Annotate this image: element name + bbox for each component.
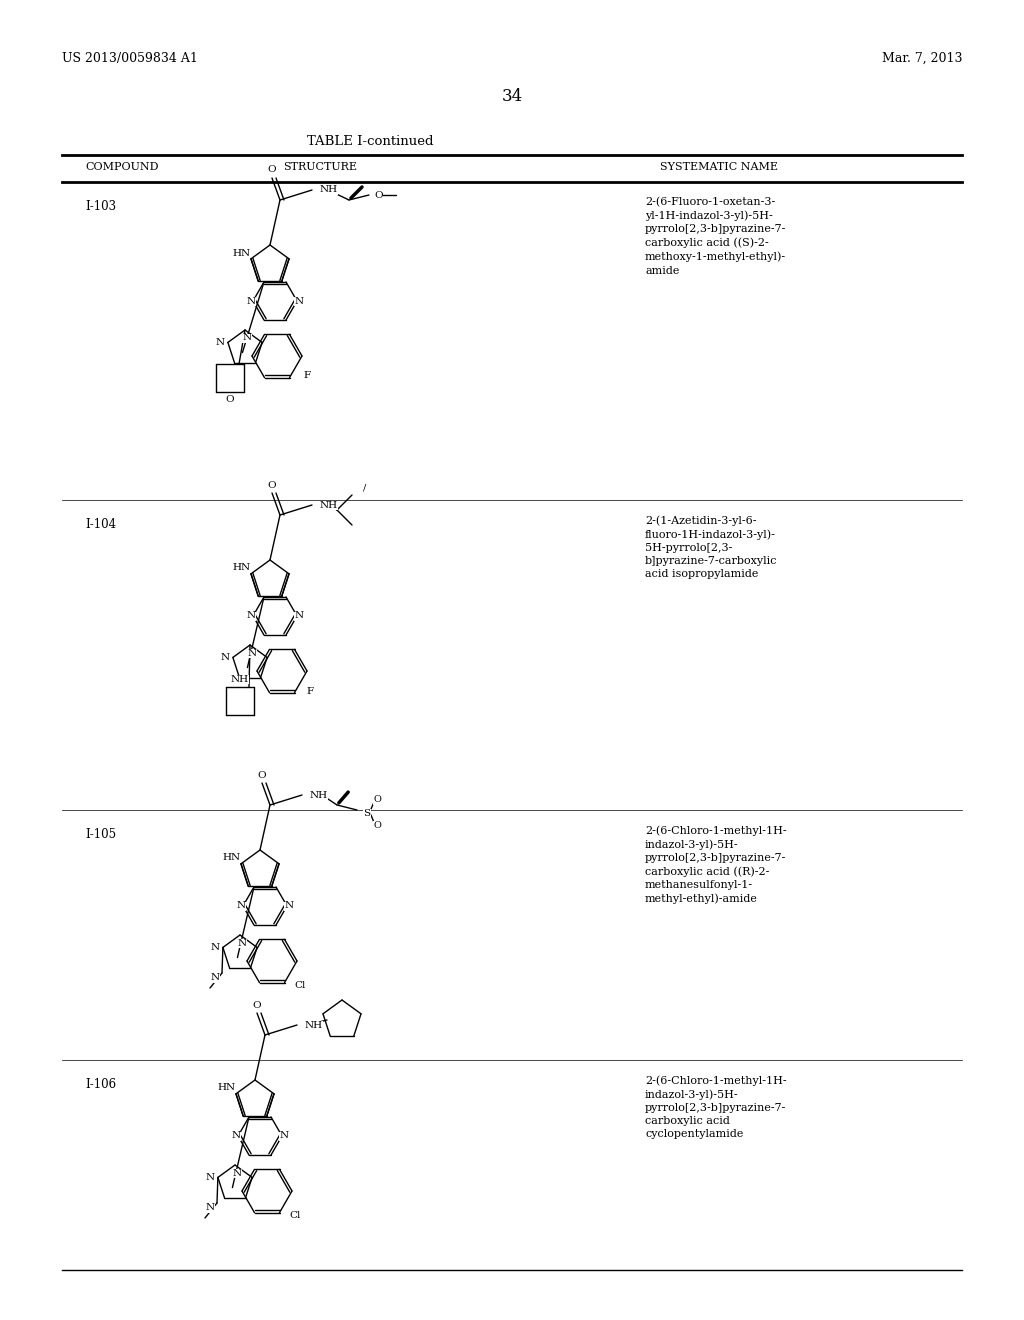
Text: N: N (211, 974, 219, 982)
Text: N: N (247, 297, 256, 305)
Text: /: / (364, 483, 367, 492)
Text: N: N (215, 338, 224, 347)
Text: I-106: I-106 (85, 1078, 116, 1092)
Text: HN: HN (232, 248, 251, 257)
Text: Cl: Cl (294, 982, 306, 990)
Text: NH: NH (319, 500, 338, 510)
Text: TABLE I-continued: TABLE I-continued (307, 135, 433, 148)
Text: 2-(6-Chloro-1-methyl-1H-
indazol-3-yl)-5H-
pyrrolo[2,3-b]pyrazine-7-
carboxylic : 2-(6-Chloro-1-methyl-1H- indazol-3-yl)-5… (645, 825, 786, 904)
Text: NH: NH (310, 791, 328, 800)
Text: 34: 34 (502, 88, 522, 106)
Text: NH: NH (319, 186, 338, 194)
Text: 2-(6-Chloro-1-methyl-1H-
indazol-3-yl)-5H-
pyrrolo[2,3-b]pyrazine-7-
carboxylic : 2-(6-Chloro-1-methyl-1H- indazol-3-yl)-5… (645, 1074, 786, 1139)
Text: O: O (225, 396, 234, 404)
Text: STRUCTURE: STRUCTURE (283, 162, 357, 172)
Text: N: N (285, 902, 294, 911)
Text: COMPOUND: COMPOUND (85, 162, 159, 172)
Text: N: N (280, 1131, 289, 1140)
Text: O: O (253, 1001, 261, 1010)
Text: O: O (373, 796, 381, 804)
Text: O: O (373, 821, 381, 829)
Text: SYSTEMATIC NAME: SYSTEMATIC NAME (660, 162, 778, 172)
Text: NH: NH (231, 675, 249, 684)
Text: N: N (247, 611, 256, 620)
Text: N: N (238, 939, 247, 948)
Text: S: S (364, 808, 371, 817)
Text: O: O (374, 190, 383, 199)
Text: N: N (220, 653, 229, 661)
Text: N: N (295, 297, 303, 305)
Text: HN: HN (232, 564, 251, 573)
Text: F: F (303, 371, 310, 380)
Text: F: F (306, 686, 313, 696)
Text: N: N (295, 611, 303, 620)
Text: HN: HN (223, 854, 241, 862)
Text: N: N (206, 1204, 215, 1213)
Text: N: N (232, 1168, 242, 1177)
Text: I-105: I-105 (85, 828, 116, 841)
Text: I-103: I-103 (85, 201, 116, 213)
Text: 2-(6-Fluoro-1-oxetan-3-
yl-1H-indazol-3-yl)-5H-
pyrrolo[2,3-b]pyrazine-7-
carbox: 2-(6-Fluoro-1-oxetan-3- yl-1H-indazol-3-… (645, 197, 786, 276)
Text: Cl: Cl (290, 1212, 301, 1221)
Text: I-104: I-104 (85, 517, 116, 531)
Text: O: O (258, 771, 266, 780)
Text: N: N (237, 902, 246, 911)
Text: O: O (267, 480, 276, 490)
Text: US 2013/0059834 A1: US 2013/0059834 A1 (62, 51, 198, 65)
Text: N: N (206, 1173, 214, 1181)
Text: N: N (248, 648, 257, 657)
Text: HN: HN (218, 1084, 237, 1093)
Text: N: N (231, 1131, 241, 1140)
Text: N: N (243, 334, 252, 342)
Text: O: O (267, 165, 276, 174)
Text: N: N (210, 942, 219, 952)
Text: Mar. 7, 2013: Mar. 7, 2013 (882, 51, 962, 65)
Text: 2-(1-Azetidin-3-yl-6-
fluoro-1H-indazol-3-yl)-
5H-pyrrolo[2,3-
b]pyrazine-7-carb: 2-(1-Azetidin-3-yl-6- fluoro-1H-indazol-… (645, 515, 777, 579)
Text: NH: NH (305, 1020, 324, 1030)
